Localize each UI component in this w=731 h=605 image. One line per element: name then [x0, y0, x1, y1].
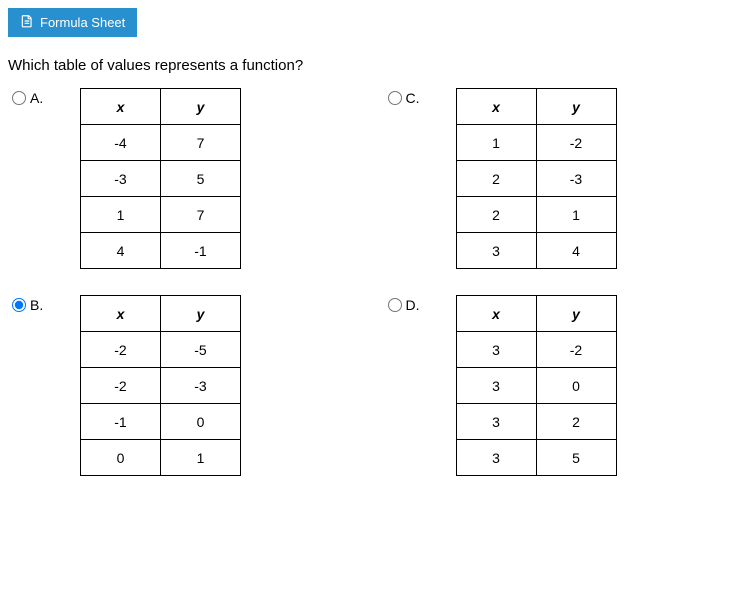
col-header-y: y [536, 89, 616, 125]
option-a-selector[interactable]: A. [12, 88, 54, 106]
cell: 0 [81, 440, 161, 476]
col-header-y: y [161, 296, 241, 332]
cell: 3 [456, 233, 536, 269]
table-row: 17 [81, 197, 241, 233]
table-row: 3-2 [456, 332, 616, 368]
table-row: -35 [81, 161, 241, 197]
cell: 7 [161, 125, 241, 161]
formula-sheet-button[interactable]: Formula Sheet [8, 8, 137, 37]
cell: 4 [536, 233, 616, 269]
cell: -1 [81, 404, 161, 440]
cell: 1 [81, 197, 161, 233]
table-row: 34 [456, 233, 616, 269]
option-a-label: A. [30, 90, 43, 106]
cell: -1 [161, 233, 241, 269]
table-row: 35 [456, 440, 616, 476]
cell: -2 [81, 368, 161, 404]
table-row: -10 [81, 404, 241, 440]
table-row: 01 [81, 440, 241, 476]
cell: -3 [81, 161, 161, 197]
table-row: 1-2 [456, 125, 616, 161]
col-header-y: y [536, 296, 616, 332]
cell: 5 [161, 161, 241, 197]
cell: -2 [81, 332, 161, 368]
option-c-selector[interactable]: C. [388, 88, 430, 106]
cell: 2 [536, 404, 616, 440]
table-d: x y 3-2 30 32 35 [456, 295, 617, 476]
cell: 7 [161, 197, 241, 233]
cell: -4 [81, 125, 161, 161]
table-row: x y [81, 296, 241, 332]
col-header-x: x [81, 89, 161, 125]
table-c: x y 1-2 2-3 21 34 [456, 88, 617, 269]
question-text: Which table of values represents a funct… [8, 57, 723, 74]
radio-c[interactable] [388, 91, 402, 105]
col-header-x: x [81, 296, 161, 332]
cell: 1 [456, 125, 536, 161]
cell: -2 [536, 125, 616, 161]
table-row: 4-1 [81, 233, 241, 269]
cell: 1 [536, 197, 616, 233]
table-row: x y [456, 89, 616, 125]
cell: -5 [161, 332, 241, 368]
formula-sheet-label: Formula Sheet [40, 15, 125, 30]
cell: 3 [456, 332, 536, 368]
col-header-x: x [456, 89, 536, 125]
table-a: x y -47 -35 17 4-1 [80, 88, 241, 269]
option-b: B. x y -2-5 -2-3 -10 01 [12, 295, 348, 476]
table-row: x y [81, 89, 241, 125]
table-row: 21 [456, 197, 616, 233]
cell: -2 [536, 332, 616, 368]
cell: -3 [536, 161, 616, 197]
table-row: 32 [456, 404, 616, 440]
cell: 0 [536, 368, 616, 404]
option-b-selector[interactable]: B. [12, 295, 54, 313]
cell: 0 [161, 404, 241, 440]
radio-b[interactable] [12, 298, 26, 312]
cell: 4 [81, 233, 161, 269]
option-b-label: B. [30, 297, 43, 313]
table-row: -47 [81, 125, 241, 161]
radio-d[interactable] [388, 298, 402, 312]
cell: 2 [456, 161, 536, 197]
col-header-y: y [161, 89, 241, 125]
option-d-label: D. [406, 297, 420, 313]
option-c-label: C. [406, 90, 420, 106]
cell: 3 [456, 440, 536, 476]
option-a: A. x y -47 -35 17 4-1 [12, 88, 348, 269]
option-d-selector[interactable]: D. [388, 295, 430, 313]
table-row: 30 [456, 368, 616, 404]
options-grid: A. x y -47 -35 17 4-1 C. x y 1-2 2-3 21 [8, 88, 723, 476]
table-row: x y [456, 296, 616, 332]
cell: 2 [456, 197, 536, 233]
option-d: D. x y 3-2 30 32 35 [388, 295, 724, 476]
formula-sheet-icon [20, 14, 34, 31]
radio-a[interactable] [12, 91, 26, 105]
table-row: -2-5 [81, 332, 241, 368]
cell: 3 [456, 404, 536, 440]
cell: 5 [536, 440, 616, 476]
option-c: C. x y 1-2 2-3 21 34 [388, 88, 724, 269]
cell: 3 [456, 368, 536, 404]
cell: -3 [161, 368, 241, 404]
table-b: x y -2-5 -2-3 -10 01 [80, 295, 241, 476]
table-row: -2-3 [81, 368, 241, 404]
col-header-x: x [456, 296, 536, 332]
cell: 1 [161, 440, 241, 476]
table-row: 2-3 [456, 161, 616, 197]
